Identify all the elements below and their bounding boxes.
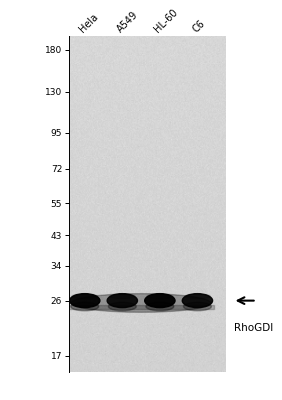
Ellipse shape (72, 294, 98, 299)
Ellipse shape (107, 294, 137, 308)
Ellipse shape (147, 294, 173, 299)
Text: C6: C6 (190, 18, 206, 34)
Ellipse shape (71, 302, 99, 311)
Ellipse shape (109, 294, 135, 299)
Ellipse shape (71, 294, 211, 312)
Text: HL-60: HL-60 (153, 7, 180, 34)
Ellipse shape (146, 302, 174, 311)
Ellipse shape (182, 294, 213, 308)
Text: Hela: Hela (78, 12, 100, 34)
Text: RhoGDI: RhoGDI (234, 323, 273, 333)
Ellipse shape (108, 302, 136, 311)
Ellipse shape (70, 294, 100, 308)
Ellipse shape (145, 294, 175, 308)
Ellipse shape (184, 294, 210, 299)
Text: A549: A549 (115, 10, 140, 34)
Ellipse shape (184, 302, 212, 311)
